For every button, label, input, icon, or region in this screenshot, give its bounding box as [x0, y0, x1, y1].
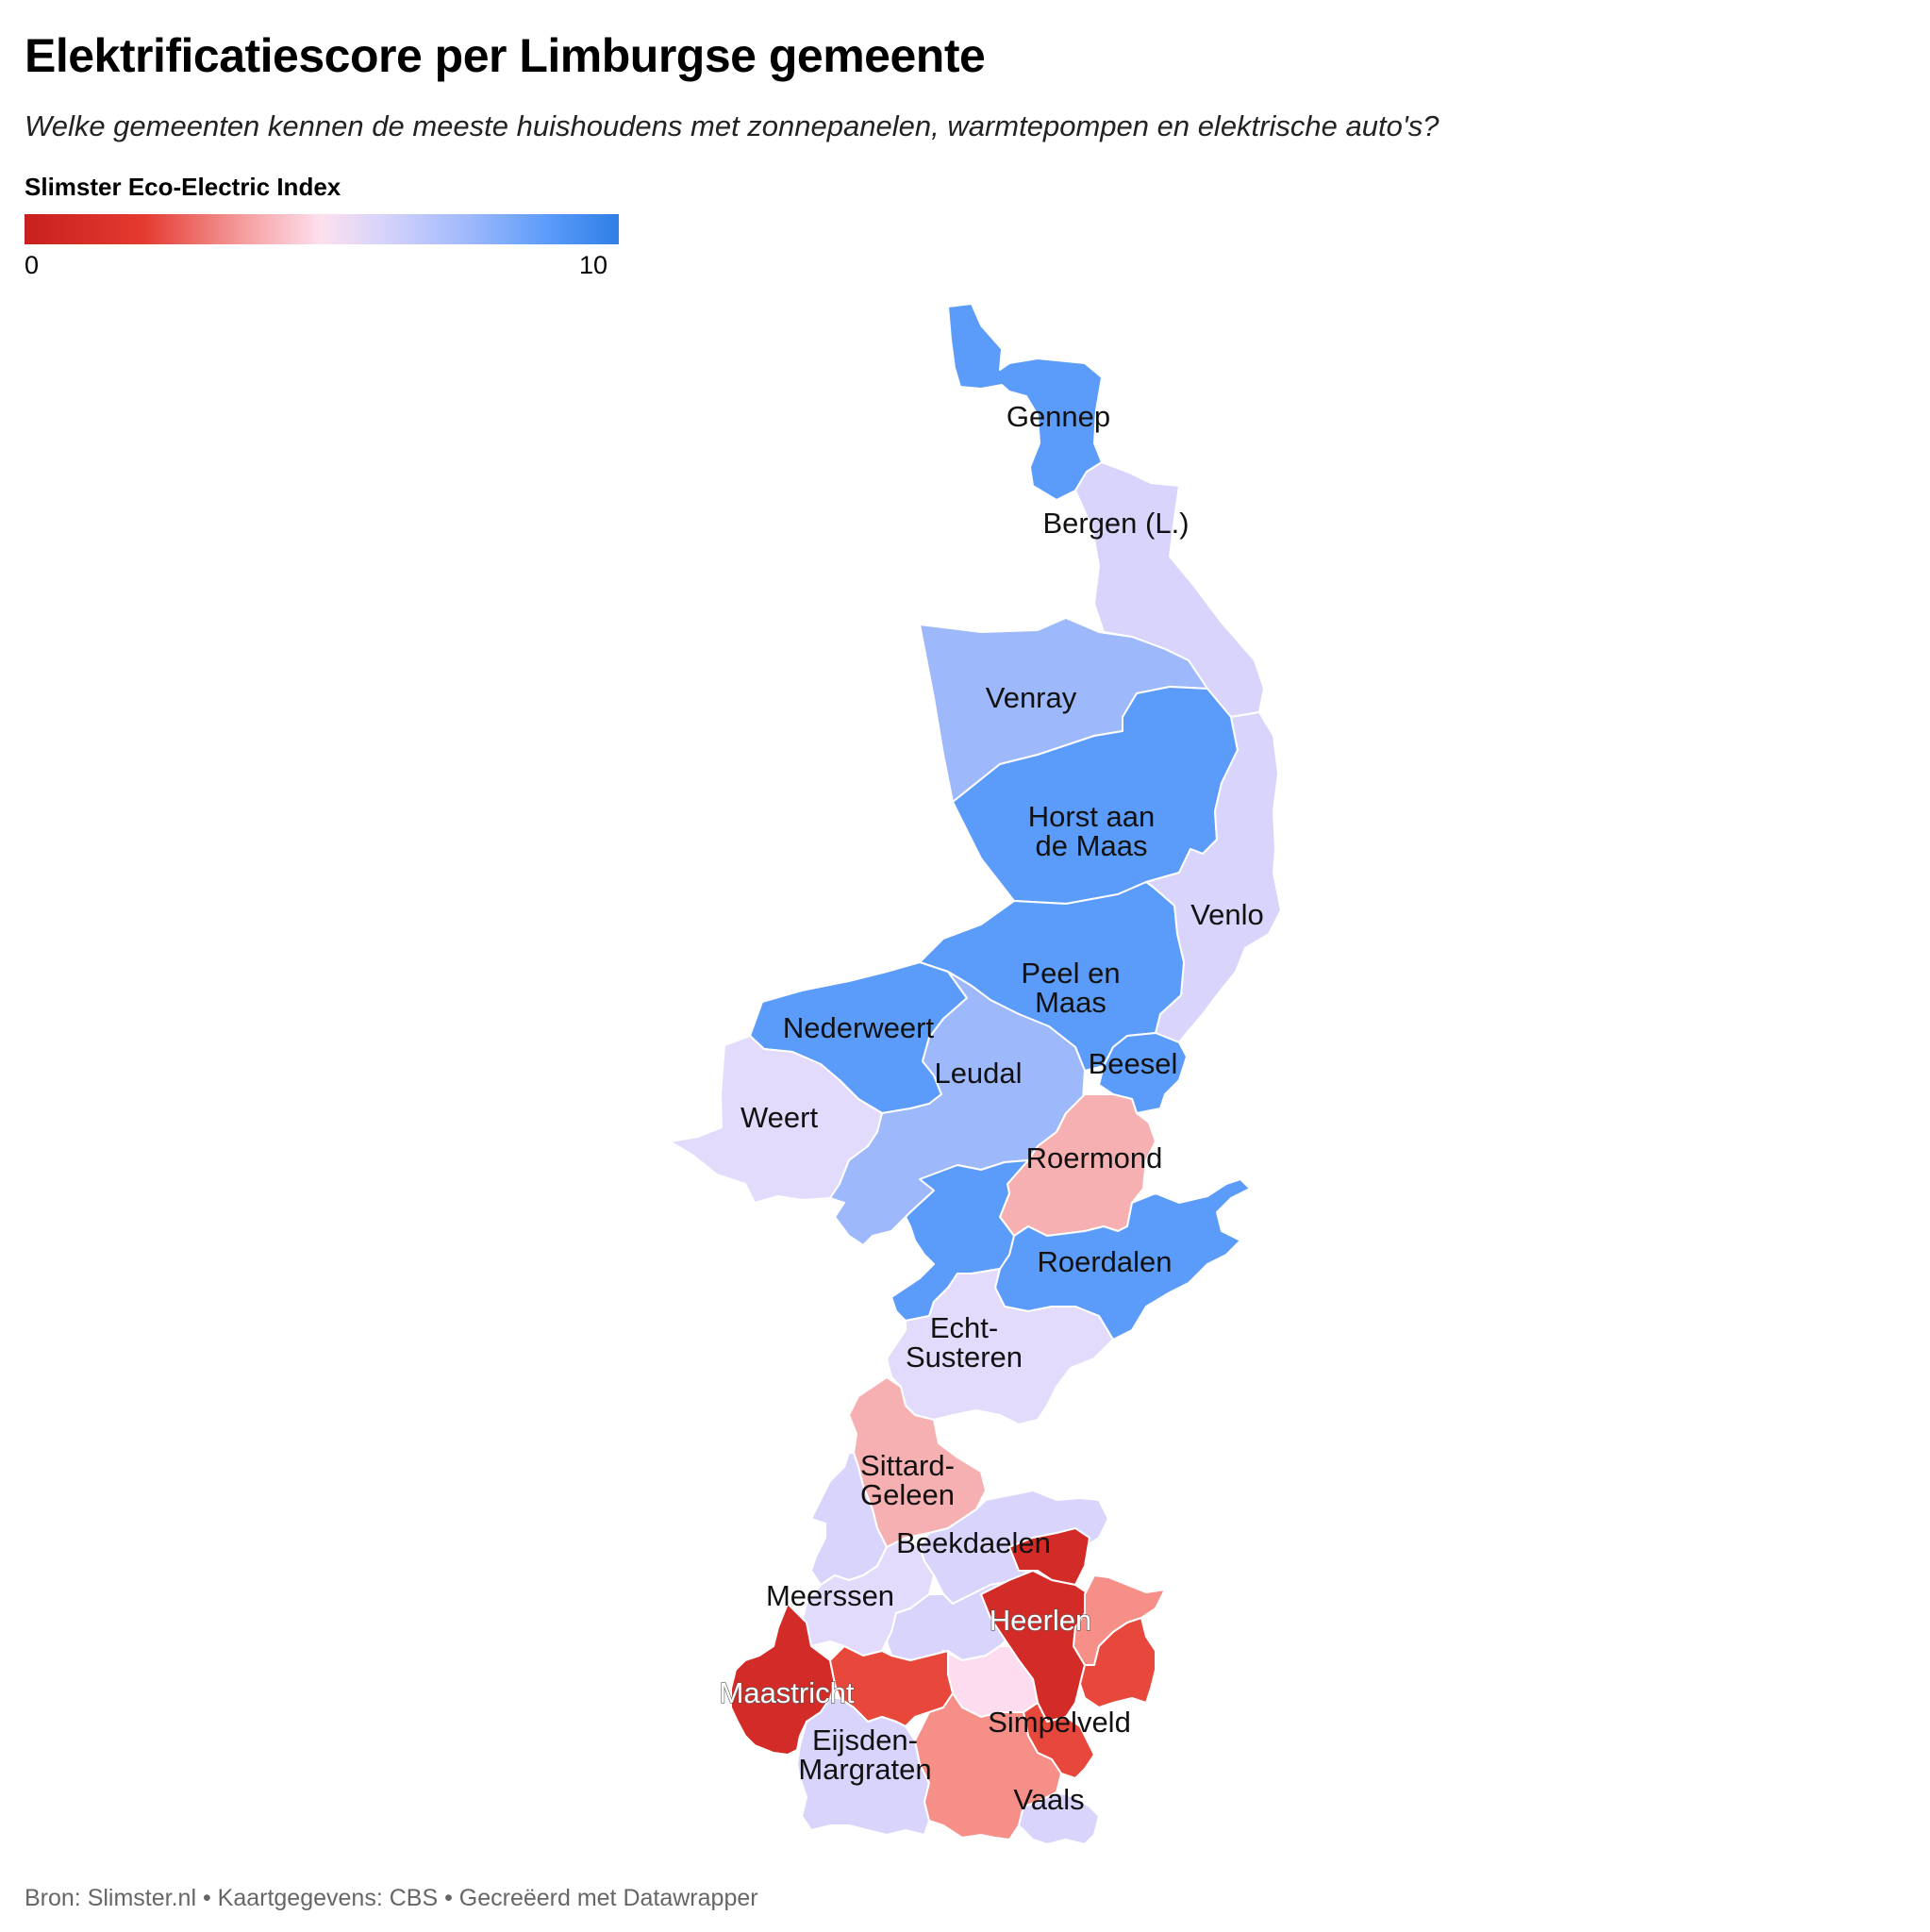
label-roermond: Roermond [1026, 1141, 1163, 1174]
label-heerlen: Heerlen [990, 1604, 1092, 1637]
label-gennep: Gennep [1007, 400, 1110, 433]
legend-min-label: 0 [25, 251, 40, 279]
region-leudal[interactable] [829, 971, 1086, 1246]
label-sittard-line2: Geleen [860, 1478, 955, 1511]
label-eijsden-line1: Eijsden- [812, 1724, 918, 1757]
region-echt-susteren[interactable] [886, 1268, 1114, 1425]
label-echt-line1: Echt- [930, 1311, 998, 1344]
label-horst-line1: Horst aan [1028, 800, 1155, 833]
legend-title: Slimster Eco-Electric Index [25, 173, 341, 201]
label-bergen: Bergen (L.) [1042, 507, 1189, 540]
label-eijsden-line2: Margraten [798, 1753, 931, 1786]
label-roerdalen: Roerdalen [1037, 1245, 1172, 1278]
label-beekdaelen: Beekdaelen [896, 1526, 1051, 1559]
label-sittard-line1: Sittard- [860, 1449, 955, 1482]
legend-color-scale [25, 214, 619, 244]
label-peel-line1: Peel en [1021, 957, 1120, 990]
label-echt-line2: Susteren [906, 1341, 1023, 1374]
label-vaals: Vaals [1013, 1783, 1084, 1816]
legend-max-label: 10 [579, 251, 608, 279]
label-leudal: Leudal [934, 1057, 1022, 1090]
label-peel-line2: Maas [1035, 986, 1106, 1019]
label-maastricht: Maastricht [720, 1676, 855, 1709]
label-horst-line2: de Maas [1036, 829, 1148, 862]
label-simpelveld: Simpelveld [988, 1706, 1131, 1739]
label-venray: Venray [986, 681, 1077, 714]
label-weert: Weert [740, 1101, 819, 1134]
label-meerssen: Meerssen [766, 1579, 894, 1612]
region-roerdalen[interactable] [994, 1178, 1251, 1341]
chart-title: Elektrificatiescore per Limburgse gemeen… [25, 29, 986, 82]
source-footer: Bron: Slimster.nl • Kaartgegevens: CBS •… [25, 1885, 758, 1911]
region-kerkrade[interactable] [1079, 1617, 1156, 1708]
label-nederweert: Nederweert [783, 1011, 935, 1044]
label-beesel: Beesel [1089, 1047, 1178, 1080]
region-vaals[interactable] [1018, 1791, 1100, 1845]
label-venlo: Venlo [1190, 898, 1264, 931]
chart-subtitle: Welke gemeenten kennen de meeste huishou… [25, 109, 1439, 142]
region-eijsden-margraten[interactable] [796, 1697, 930, 1836]
